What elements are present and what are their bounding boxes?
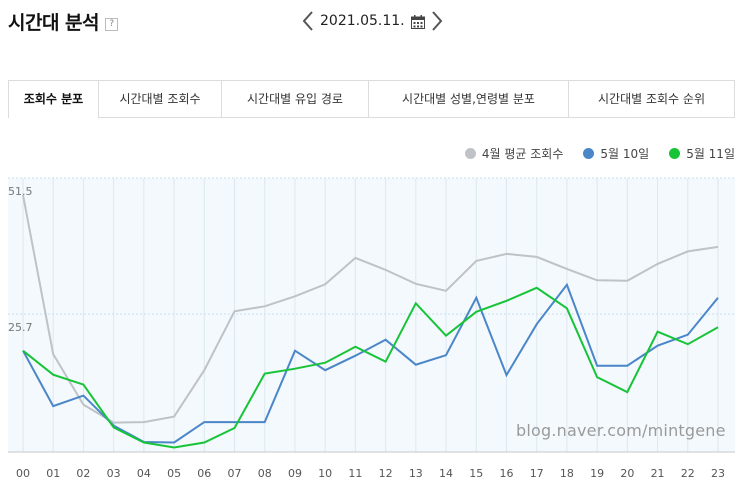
x-tick-label: 12 (379, 467, 393, 480)
blog-watermark: blog.naver.com/mintgene (516, 421, 726, 440)
chevron-right-icon[interactable] (429, 8, 445, 34)
current-date: 2021.05.11. (320, 13, 405, 29)
x-tick-label: 02 (76, 467, 90, 480)
legend-dot-may10 (583, 148, 595, 159)
tab-hourly-ranking[interactable]: 시간대별 조회수 순위 (598, 92, 705, 106)
x-tick-label: 10 (318, 467, 332, 480)
legend-label-april-avg: 4월 평균 조회수 (481, 147, 564, 161)
x-tick-label: 19 (590, 467, 604, 480)
x-tick-label: 16 (499, 467, 513, 480)
chart-legend: 4월 평균 조회수 5월 10일 5월 11일 (464, 145, 735, 162)
x-tick-label: 09 (288, 467, 302, 480)
plot-area (8, 178, 735, 452)
x-tick-label: 00 (16, 467, 30, 480)
x-tick-label: 13 (409, 467, 423, 480)
help-icon[interactable]: ? (105, 18, 119, 31)
series-line-0 (22, 194, 719, 424)
tab-hourly-gender-age[interactable]: 시간대별 성별,연령별 분포 (369, 81, 569, 118)
legend-item-may11[interactable]: 5월 11일 (669, 145, 735, 162)
x-tick-label: 06 (197, 467, 211, 480)
x-tick-label: 18 (560, 467, 574, 480)
chevron-left-icon[interactable] (300, 8, 316, 34)
page-title: 시간대 분석? (8, 8, 119, 35)
legend-dot-may11 (669, 148, 681, 159)
x-tick-label: 03 (107, 467, 121, 480)
x-tick-label: 05 (167, 467, 181, 480)
x-tick-label: 11 (348, 467, 362, 480)
legend-label-may11: 5월 11일 (686, 147, 735, 161)
tab-hourly-traffic-source[interactable]: 시간대별 유입 경로 (222, 81, 369, 118)
calendar-icon[interactable] (410, 14, 425, 29)
tab-bar: 조회수 분포 시간대별 조회수 시간대별 유입 경로 시간대별 성별,연령별 분… (8, 80, 735, 119)
tab-hourly-views[interactable]: 시간대별 조회수 (99, 81, 222, 118)
x-tick-label: 07 (228, 467, 242, 480)
x-tick-label: 04 (137, 467, 151, 480)
series-line-2 (22, 286, 719, 449)
x-tick-label: 20 (620, 467, 634, 480)
x-tick-label: 14 (439, 467, 453, 480)
legend-item-april-avg[interactable]: 4월 평균 조회수 (464, 145, 564, 162)
x-tick-label: 23 (711, 467, 725, 480)
x-tick-label: 22 (681, 467, 695, 480)
date-navigator: 2021.05.11. (300, 8, 445, 34)
legend-dot-april-avg (464, 148, 476, 159)
tab-view-distribution[interactable]: 조회수 분포 (9, 81, 99, 119)
y-tick-label: 51.5 (8, 185, 33, 198)
x-tick-label: 08 (258, 467, 272, 480)
x-tick-label: 15 (469, 467, 483, 480)
page-title-text: 시간대 분석 (8, 12, 100, 34)
y-tick-label: 25.7 (8, 321, 33, 334)
x-tick-label: 17 (530, 467, 544, 480)
legend-item-may10[interactable]: 5월 10일 (583, 145, 649, 162)
x-tick-label: 01 (46, 467, 60, 480)
x-tick-label: 21 (651, 467, 665, 480)
legend-label-may10: 5월 10일 (600, 147, 650, 161)
